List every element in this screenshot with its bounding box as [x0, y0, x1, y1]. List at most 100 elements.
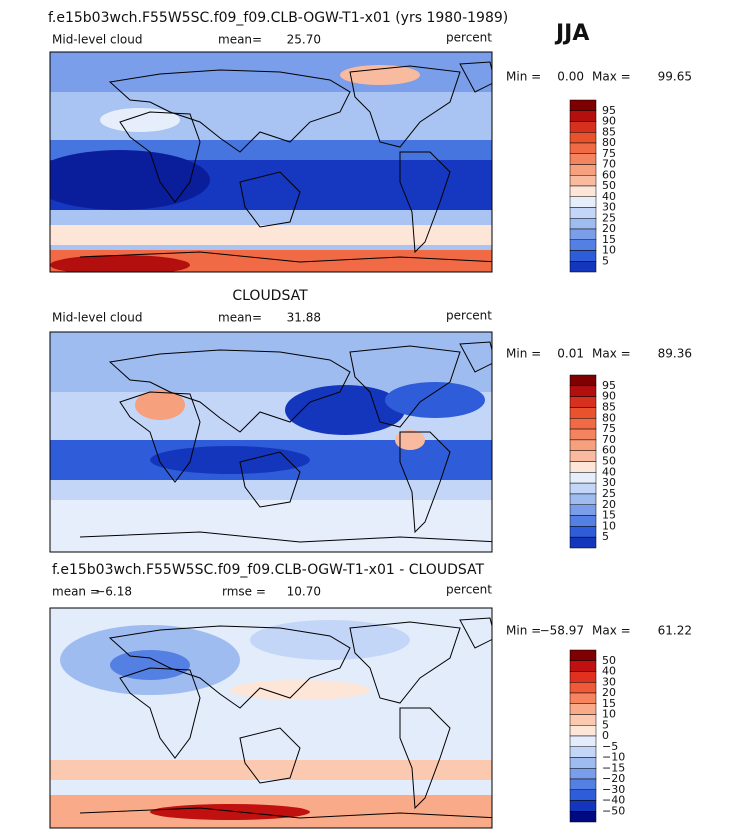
colorbar-box [569, 121, 597, 133]
panel-title: f.e15b03wch.F55W5SC.f09_f09.CLB-OGW-T1-x… [48, 10, 508, 26]
min-label: Min = [506, 624, 541, 638]
colorbar-label: 50 [602, 654, 616, 667]
units: percent [446, 31, 492, 45]
panel-title: CLOUDSAT [232, 288, 308, 304]
units: percent [446, 309, 492, 323]
colorbar-label: 40 [602, 665, 616, 678]
colorbar-box [569, 682, 597, 694]
variable-label: Mid-level cloud [52, 311, 142, 325]
colorbar-label: −40 [602, 794, 625, 807]
colorbar-label: 5 [602, 718, 609, 731]
colorbar-box [569, 746, 597, 758]
mean-label: mean = [52, 585, 100, 599]
colorbar-box [569, 153, 597, 165]
colorbar-label: 10 [602, 244, 616, 257]
min-value: 0.00 [557, 70, 584, 84]
mean-label: mean= [218, 33, 262, 47]
colorbar-box [569, 99, 597, 111]
map-frame [49, 331, 493, 553]
colorbar-box [569, 692, 597, 704]
max-label: Max = [592, 70, 631, 84]
map [50, 332, 492, 552]
min-label: Min = [506, 70, 541, 84]
colorbar-box [569, 439, 597, 451]
colorbar-box [569, 526, 597, 538]
colorbar-box [569, 725, 597, 737]
colorbar-label: 90 [602, 390, 616, 403]
colorbar-label: 80 [602, 136, 616, 149]
colorbar-box [569, 482, 597, 495]
colorbar-label: 15 [602, 697, 616, 710]
map [50, 608, 492, 828]
colorbar-box [569, 396, 597, 408]
colorbar-box [569, 714, 597, 726]
colorbar-label: 70 [602, 433, 616, 446]
colorbar-box [569, 261, 597, 273]
colorbar-label: −30 [602, 783, 625, 796]
panel-title: f.e15b03wch.F55W5SC.f09_f09.CLB-OGW-T1-x… [52, 562, 484, 578]
colorbar-label: 25 [602, 487, 616, 500]
map [50, 52, 492, 272]
max-value: 61.22 [658, 624, 692, 638]
colorbar-box [569, 649, 597, 661]
colorbar-label: 75 [602, 422, 616, 435]
colorbar-box [569, 504, 597, 516]
colorbar-label: −5 [602, 740, 618, 753]
max-label: Max = [592, 624, 631, 638]
colorbar-label: 5 [602, 254, 609, 267]
colorbar-label: 15 [602, 509, 616, 522]
min-label: Min = [506, 347, 541, 361]
colorbar-box [569, 196, 597, 208]
colorbar-label: 10 [602, 708, 616, 721]
season: JJA [554, 21, 589, 46]
colorbar-label: 20 [602, 686, 616, 699]
rmse-value: 10.70 [287, 585, 321, 599]
colorbar-label: 30 [602, 201, 616, 214]
colorbar-box [569, 811, 597, 823]
max-label: Max = [592, 347, 631, 361]
colorbar-label: 60 [602, 168, 616, 181]
variable-label: Mid-level cloud [52, 33, 142, 47]
colorbar-label: 40 [602, 190, 616, 203]
units: percent [446, 583, 492, 597]
colorbar-box [569, 735, 597, 747]
colorbar-box [569, 218, 597, 230]
colorbar-box [569, 142, 597, 154]
colorbar-label: 75 [602, 147, 616, 160]
colorbar-label: −50 [602, 804, 625, 817]
colorbar-label: −15 [602, 761, 625, 774]
colorbar-label: 30 [602, 675, 616, 688]
mean-value: 31.88 [287, 311, 321, 325]
colorbar-box [569, 110, 597, 122]
colorbar-box [569, 800, 597, 812]
colorbar-box [569, 428, 597, 441]
colorbar-label: 80 [602, 411, 616, 424]
colorbar-box [569, 164, 597, 176]
colorbar-box [569, 250, 597, 262]
colorbar-box [569, 461, 597, 473]
max-value: 89.36 [658, 347, 692, 361]
colorbar-label: 90 [602, 115, 616, 128]
colorbar-box [569, 239, 597, 251]
colorbar-label: 50 [602, 455, 616, 468]
colorbar-label: 60 [602, 444, 616, 457]
colorbar-box [569, 132, 597, 144]
colorbar-box [569, 207, 597, 219]
mean-label: mean= [218, 311, 262, 325]
colorbar-box [569, 418, 597, 430]
colorbar-box [569, 757, 597, 769]
colorbar-box [569, 515, 597, 527]
min-value: −58.97 [540, 624, 584, 638]
colorbar-box [569, 450, 597, 462]
colorbar-label: 50 [602, 179, 616, 192]
map-frame [49, 51, 493, 273]
colorbar-label: 20 [602, 222, 616, 235]
colorbar-label: 40 [602, 465, 616, 478]
colorbar-box [569, 493, 597, 505]
colorbar-label: 20 [602, 498, 616, 511]
colorbar-label: −10 [602, 751, 625, 764]
rmse-label: rmse = [222, 585, 266, 599]
colorbar-label: 0 [602, 729, 609, 742]
min-value: 0.01 [557, 347, 584, 361]
colorbar-label: 25 [602, 211, 616, 224]
